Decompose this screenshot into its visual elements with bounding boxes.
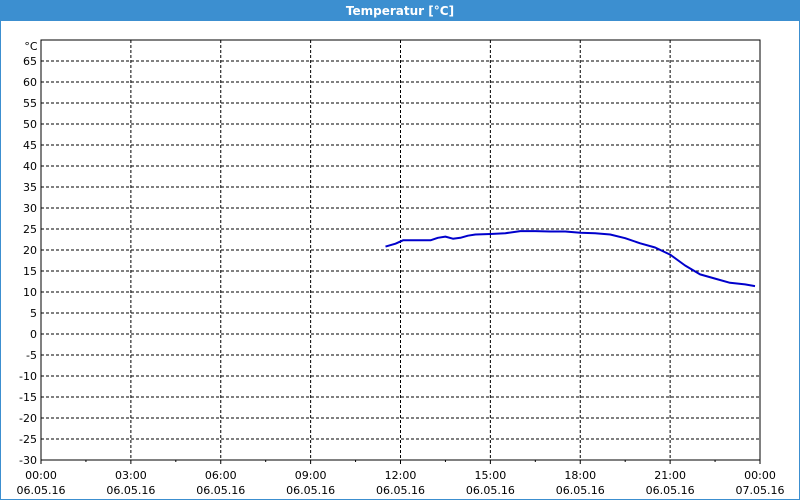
y-tick-label: 65 [23, 55, 37, 68]
temperature-series-line [385, 230, 756, 288]
y-tick-label: -10 [19, 370, 37, 383]
y-tick-label: -30 [19, 454, 37, 467]
y-tick-label: 25 [23, 223, 37, 236]
y-tick-label: -20 [19, 412, 37, 425]
y-tick-label: 15 [23, 265, 37, 278]
y-tick-label: -25 [19, 433, 37, 446]
x-tick-date: 06.05.16 [106, 484, 155, 497]
y-tick-label: -15 [19, 391, 37, 404]
x-axis-ticks: 00:00 06.05.16 03:00 06.05.16 06:00 06.05.16 0… [17, 460, 785, 497]
y-tick-label: 60 [23, 76, 37, 89]
y-axis-unit: °C [24, 40, 38, 53]
x-tick-time: 06:00 [205, 469, 237, 482]
x-tick-date: 06.05.16 [646, 484, 695, 497]
y-tick-label: 50 [23, 118, 37, 131]
y-tick-label: 0 [30, 328, 37, 341]
x-tick-date: 06.05.16 [17, 484, 66, 497]
x-tick-date: 06.05.16 [196, 484, 245, 497]
x-tick-date: 07.05.16 [736, 484, 785, 497]
y-axis-ticks: 65605550454035302520151050-5-10-15-20-25… [19, 55, 37, 467]
x-tick-time: 00:00 [25, 469, 57, 482]
x-tick-time: 09:00 [295, 469, 327, 482]
y-tick-label: 20 [23, 244, 37, 257]
x-tick-date: 06.05.16 [556, 484, 605, 497]
grid-lines [41, 40, 760, 460]
x-tick-time: 00:00 [744, 469, 776, 482]
y-tick-label: 55 [23, 97, 37, 110]
x-tick-time: 15:00 [475, 469, 507, 482]
y-tick-label: -5 [26, 349, 37, 362]
x-tick-time: 03:00 [115, 469, 147, 482]
y-tick-label: 35 [23, 181, 37, 194]
y-tick-label: 10 [23, 286, 37, 299]
x-tick-time: 18:00 [564, 469, 596, 482]
x-tick-date: 06.05.16 [286, 484, 335, 497]
series-group [385, 230, 756, 288]
window-title: Temperatur [°C] [1, 1, 799, 21]
y-tick-label: 45 [23, 139, 37, 152]
x-tick-date: 06.05.16 [466, 484, 515, 497]
y-tick-label: 40 [23, 160, 37, 173]
x-tick-time: 12:00 [385, 469, 417, 482]
y-tick-label: 30 [23, 202, 37, 215]
x-tick-time: 21:00 [654, 469, 686, 482]
y-tick-label: 5 [30, 307, 37, 320]
x-tick-date: 06.05.16 [376, 484, 425, 497]
